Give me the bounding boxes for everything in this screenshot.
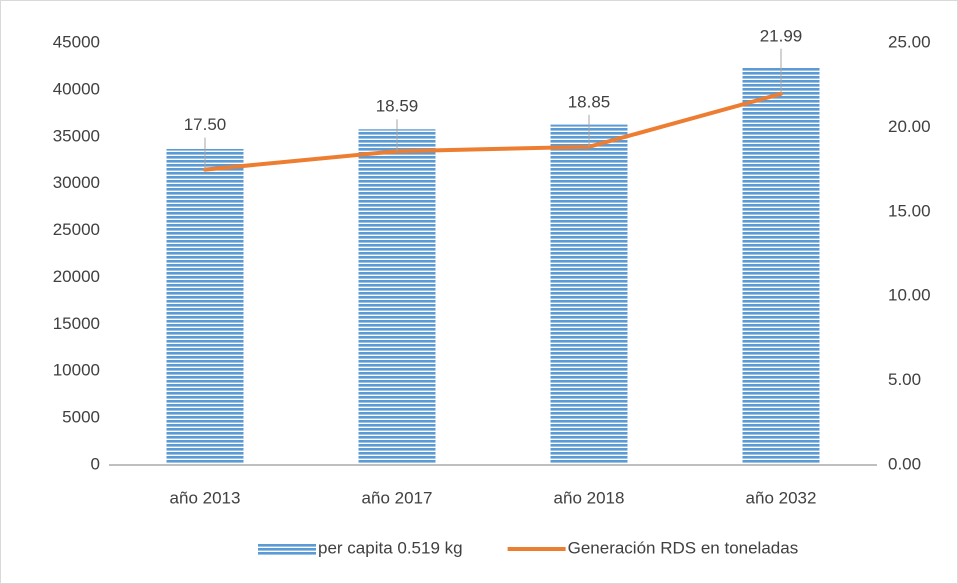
- bar: [166, 148, 244, 466]
- y2-tick-label: 5.00: [888, 370, 921, 389]
- legend-label: per capita 0.519 kg: [318, 538, 463, 557]
- data-label: 18.85: [568, 92, 611, 111]
- legend-swatch: [258, 543, 316, 555]
- data-label: 18.59: [376, 97, 419, 116]
- y2-tick-label: 25.00: [888, 32, 931, 51]
- legend-label: Generación RDS en toneladas: [568, 538, 799, 557]
- y-tick-label: 0: [91, 454, 100, 473]
- y2-tick-label: 15.00: [888, 201, 931, 220]
- x-tick-label: año 2017: [362, 488, 433, 507]
- y-tick-label: 20000: [53, 267, 100, 286]
- bar: [550, 124, 628, 465]
- bar: [742, 67, 820, 465]
- bar: [358, 129, 436, 465]
- y-tick-label: 30000: [53, 173, 100, 192]
- y-tick-label: 5000: [62, 408, 100, 427]
- x-tick-label: año 2018: [554, 488, 625, 507]
- y-tick-label: 45000: [53, 32, 100, 51]
- y-tick-label: 15000: [53, 314, 100, 333]
- y2-tick-label: 0.00: [888, 454, 921, 473]
- y2-tick-label: 10.00: [888, 286, 931, 305]
- y-tick-label: 35000: [53, 126, 100, 145]
- data-label: 17.50: [184, 115, 227, 134]
- y2-tick-label: 20.00: [888, 117, 931, 136]
- y-tick-label: 10000: [53, 361, 100, 380]
- x-tick-label: año 2032: [746, 488, 817, 507]
- line: [203, 91, 783, 172]
- data-label: 21.99: [760, 26, 803, 45]
- y-tick-label: 40000: [53, 79, 100, 98]
- y-tick-label: 25000: [53, 220, 100, 239]
- x-tick-label: año 2013: [170, 488, 241, 507]
